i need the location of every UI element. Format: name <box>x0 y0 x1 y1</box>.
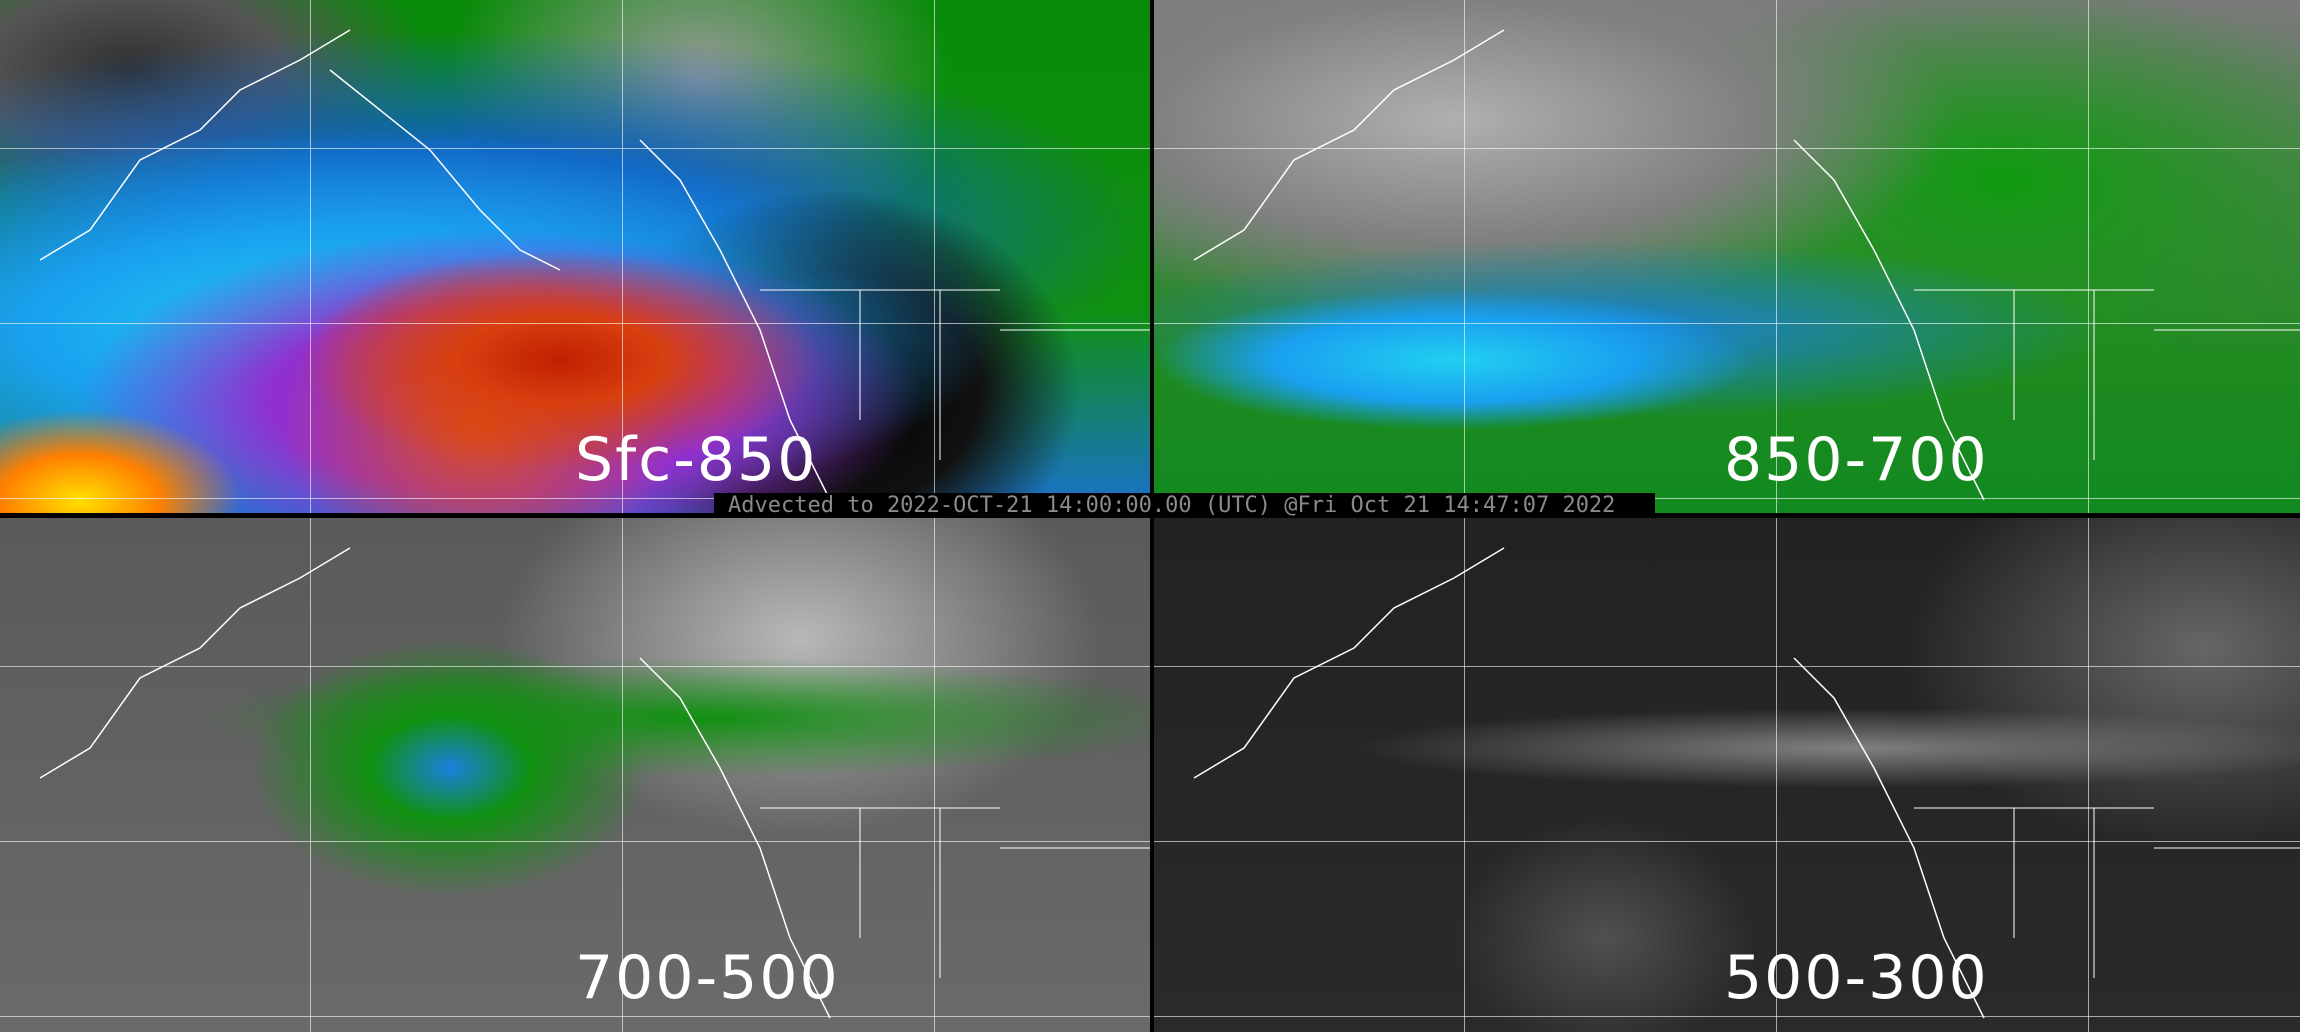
panel-sfc-850: Sfc-850 <box>0 0 1150 513</box>
coastlines <box>1193 29 2300 501</box>
coastlines <box>1193 547 2300 1019</box>
layer-label: Sfc-850 <box>575 425 818 495</box>
panel-850-700: 850-700 <box>1154 0 2300 513</box>
layer-label: 850-700 <box>1724 425 1989 495</box>
layer-label: 500-300 <box>1724 943 1989 1013</box>
coastlines <box>39 547 1150 1019</box>
graticule <box>0 0 1150 513</box>
graticule <box>1154 0 2300 513</box>
panel-500-300: 500-300 <box>1154 518 2300 1032</box>
layer-label: 700-500 <box>575 943 840 1013</box>
timestamp-bar: Advected to 2022-OCT-21 14:00:00.00 (UTC… <box>714 493 1655 518</box>
panel-700-500: 700-500 <box>0 518 1150 1032</box>
graticule <box>1154 518 2300 1032</box>
graticule <box>0 518 1150 1032</box>
coastlines <box>39 29 1150 501</box>
